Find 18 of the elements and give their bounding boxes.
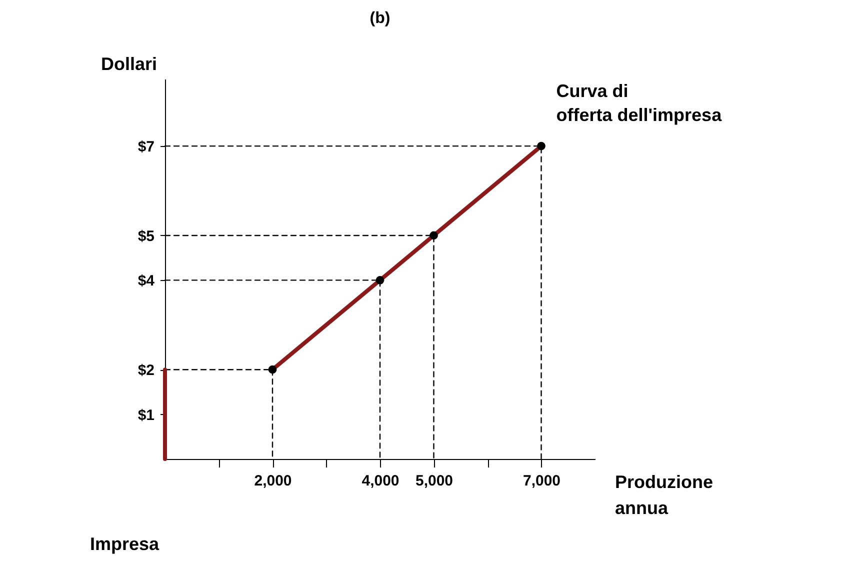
y-tick-label: $5 [138,228,154,245]
x-axis-title: Produzione annua [615,472,713,518]
x-tick-label: 7,000 [522,472,561,490]
point [537,142,546,150]
x-tick-label: 5,000 [415,472,454,490]
chart-title: (b) [370,10,390,27]
y-tick-label: $7 [138,138,154,156]
point [430,231,438,240]
point [376,276,384,284]
y-tick-label: $4 [138,272,156,290]
point [268,365,277,374]
y-tick-label: $1 [138,406,154,424]
x-tick-label: 4,000 [362,472,400,490]
x-tick-label: 2,000 [254,472,292,490]
y-axis-title: Dollari [100,54,157,74]
y-tick-label: $2 [138,362,154,380]
text: Impresa [90,534,160,554]
series-label: Curva di offerta dell'impresa [556,81,723,126]
